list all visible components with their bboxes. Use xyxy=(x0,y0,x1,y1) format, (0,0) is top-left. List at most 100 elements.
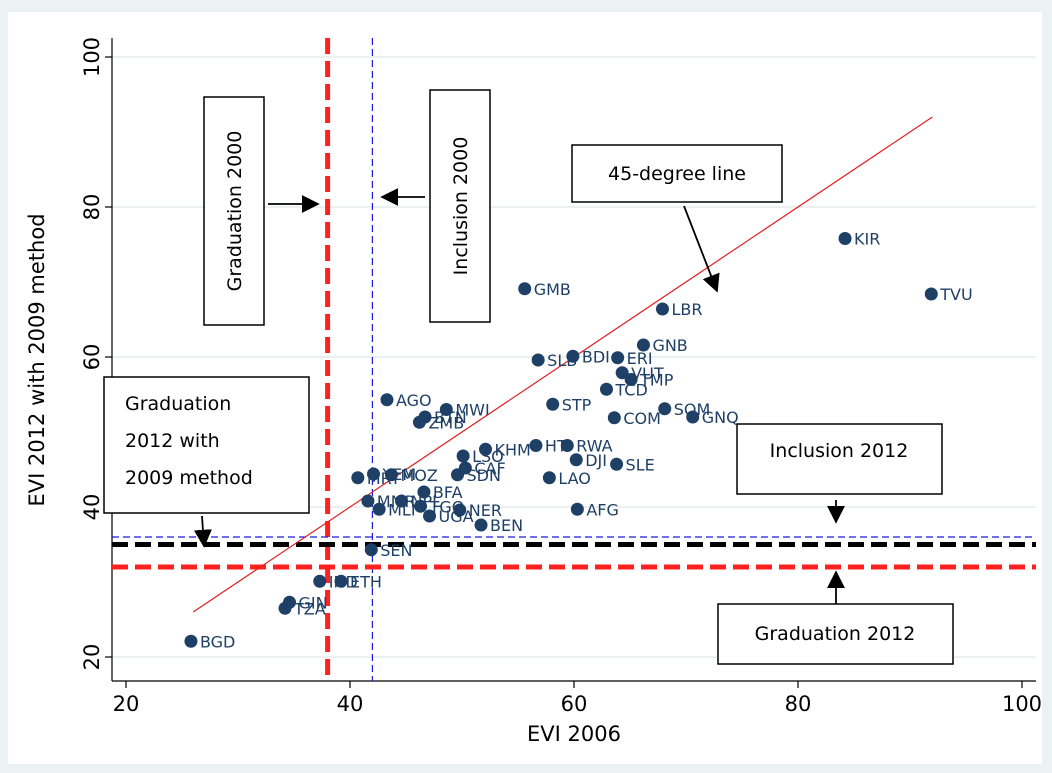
point-label: GMB xyxy=(534,280,571,299)
data-point xyxy=(479,442,493,456)
point-label: NER xyxy=(469,501,502,520)
point-label: COM xyxy=(623,409,661,428)
data-point xyxy=(542,471,556,485)
forty-five-label: 45-degree line xyxy=(608,163,746,185)
point-label: MMR xyxy=(377,492,416,511)
point-label: SLE xyxy=(626,455,655,474)
x-tick-label: 20 xyxy=(113,692,140,716)
data-point xyxy=(615,366,629,380)
x-tick-label: 80 xyxy=(785,692,812,716)
point-label: AFG xyxy=(586,500,619,519)
graduation-2012-box xyxy=(717,603,954,665)
data-point xyxy=(283,595,297,609)
point-label: VUT xyxy=(631,364,664,383)
x-axis-label: EVI 2006 xyxy=(527,722,621,746)
forty-five-box xyxy=(571,144,783,203)
graduation-2012-2009-label: Graduation xyxy=(125,393,231,415)
point-label: AGO xyxy=(396,391,432,410)
inclusion-2012-box xyxy=(736,423,943,495)
point-label: CAF xyxy=(474,459,505,478)
data-point xyxy=(439,403,453,416)
point-label: TCD xyxy=(614,380,647,399)
point-label: KHM xyxy=(495,440,531,459)
data-point xyxy=(367,467,381,481)
data-point xyxy=(184,634,198,648)
data-point xyxy=(380,393,394,407)
data-point xyxy=(418,410,432,424)
graduation-2012-2009-label: 2012 with xyxy=(125,430,220,452)
data-point xyxy=(531,353,545,367)
point-label: ERI xyxy=(627,349,653,368)
data-point xyxy=(686,410,700,424)
data-point xyxy=(599,382,613,396)
point-label: BDI xyxy=(582,347,610,366)
data-point xyxy=(417,485,431,499)
annotations: Graduation 2000 Inclusion 2000 45-degree l… xyxy=(103,89,954,665)
data-point xyxy=(838,232,852,245)
data-point xyxy=(474,518,488,532)
point-label: RWA xyxy=(576,437,612,456)
point-label: TZA xyxy=(293,599,326,618)
point-label: GNQ xyxy=(702,408,739,427)
point-label: TVU xyxy=(939,285,972,304)
x-tick-label: 100 xyxy=(1002,692,1042,716)
y-tick-label: 20 xyxy=(80,644,104,671)
y-axis-label: EVI 2012 with 2009 method xyxy=(25,213,49,506)
data-point xyxy=(384,468,398,482)
point-label: BFA xyxy=(433,483,463,502)
data-point xyxy=(924,287,938,301)
point-label: NPL xyxy=(411,492,442,511)
point-label: SEN xyxy=(380,541,412,560)
point-label: BGD xyxy=(200,632,235,651)
data-point xyxy=(610,457,624,471)
graduation-2000-box xyxy=(203,96,265,326)
y-tick-label: 60 xyxy=(80,344,104,371)
data-point xyxy=(624,373,638,386)
x-tick-label: 40 xyxy=(337,692,364,716)
data-point xyxy=(611,351,625,365)
data-point xyxy=(313,574,327,588)
inclusion-2000-box xyxy=(429,89,491,323)
point-label: TMP xyxy=(639,371,674,390)
point-label: TGO xyxy=(429,497,465,516)
forty-five-arrow xyxy=(683,205,720,293)
data-point xyxy=(566,349,580,363)
data-point xyxy=(423,509,437,523)
point-label: DJI xyxy=(585,451,607,470)
graduation-2012-2009-arrow xyxy=(193,515,212,548)
data-point xyxy=(361,494,375,508)
data-point xyxy=(364,543,378,557)
point-label: GNB xyxy=(652,336,687,355)
data-point xyxy=(518,282,532,296)
graduation-2012-2009-label: 2009 method xyxy=(125,467,253,489)
point-label: MWI xyxy=(455,401,489,420)
point-label: LAO xyxy=(558,469,591,488)
data-point xyxy=(334,574,348,588)
point-label: SDN xyxy=(467,466,501,485)
data-point xyxy=(560,439,574,452)
data-point xyxy=(546,397,560,411)
axes: 20 40 60 80 100 20 40 60 80 100 xyxy=(80,37,1042,716)
data-point xyxy=(569,453,583,467)
point-label: BEN xyxy=(490,516,523,535)
data-point xyxy=(395,494,409,508)
point-label: SOM xyxy=(674,400,711,419)
y-tick-label: 100 xyxy=(80,37,104,77)
data-point xyxy=(372,502,386,516)
data-point xyxy=(453,503,467,517)
graduation-2012-label: Graduation 2012 xyxy=(755,623,916,645)
data-point xyxy=(570,502,584,516)
data-point xyxy=(458,461,472,475)
point-label: YEM xyxy=(382,465,417,484)
inclusion-2000-label: Inclusion 2000 xyxy=(450,137,472,276)
data-point xyxy=(636,338,650,352)
data-point xyxy=(607,411,621,425)
inclusion-2012-label: Inclusion 2012 xyxy=(770,440,909,462)
point-label: LBR xyxy=(671,300,702,319)
data-point xyxy=(414,499,428,513)
y-tick-label: 40 xyxy=(80,494,104,521)
point-label: MLI xyxy=(388,500,415,519)
y-tick-label: 80 xyxy=(80,194,104,221)
data-point xyxy=(351,471,365,485)
